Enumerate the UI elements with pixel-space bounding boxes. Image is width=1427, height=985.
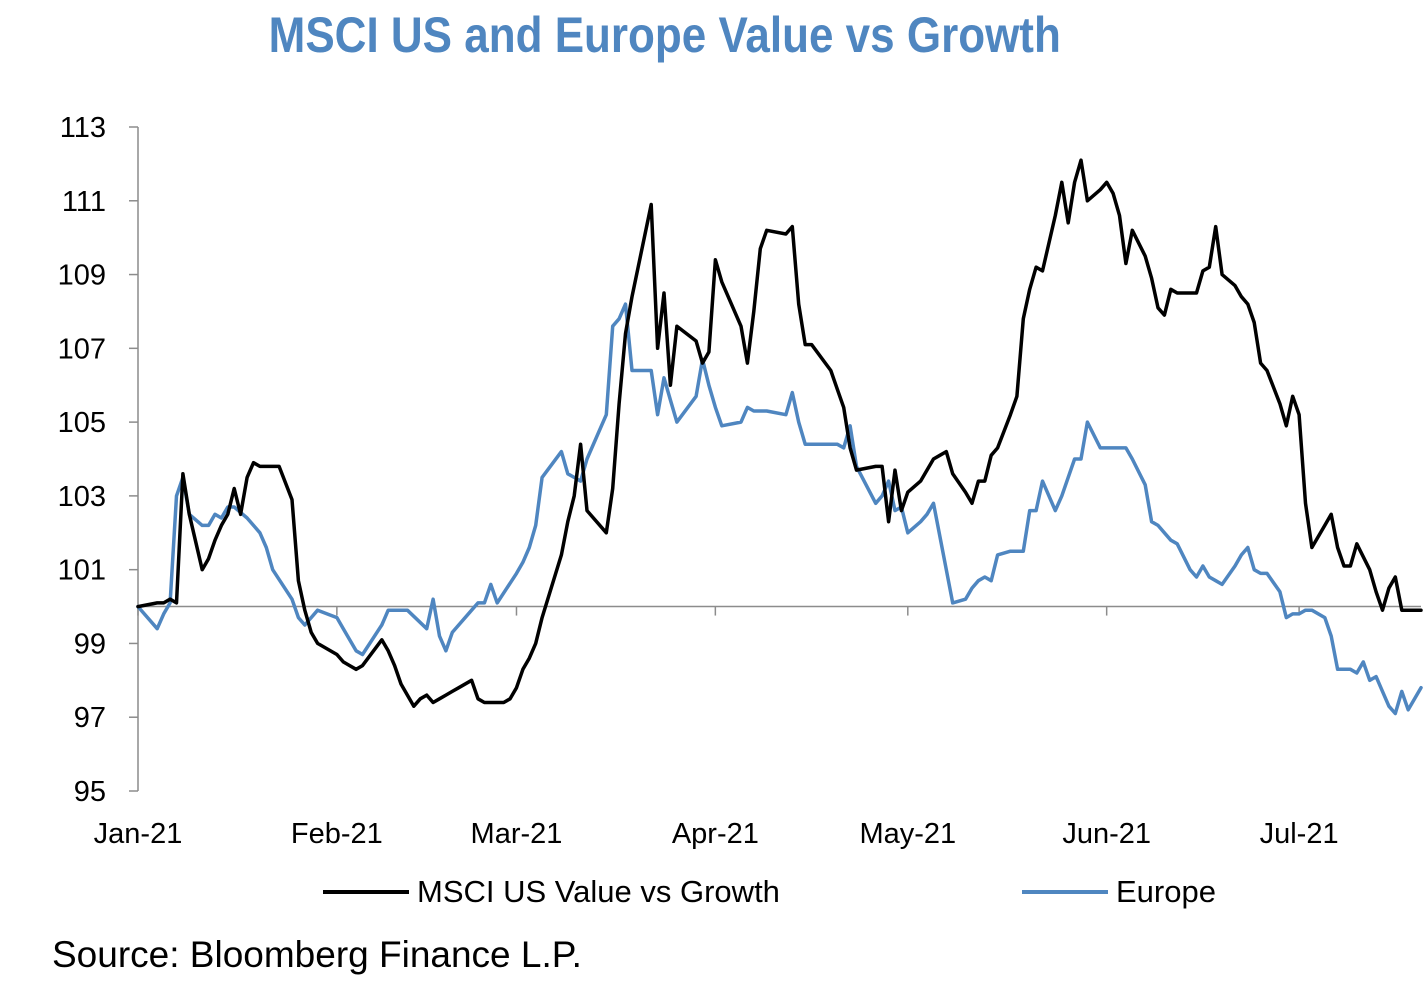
legend-item-us: MSCI US Value vs Growth [323,874,780,910]
y-tick-label: 107 [58,333,106,365]
series-lines [136,158,1423,716]
legend-swatch-europe [1022,890,1108,894]
y-tick-label: 95 [74,776,106,808]
series-line-europe [136,302,1423,716]
y-tick-label: 97 [74,702,106,734]
legend-swatch-us [323,890,409,894]
source-note: Source: Bloomberg Finance L.P. [52,934,582,975]
x-tick-label: Jun-21 [1062,818,1151,850]
x-tick-label: Jul-21 [1260,818,1339,850]
y-tick-label: 105 [58,407,106,439]
y-tick-label: 113 [60,112,106,144]
legend-label-us: MSCI US Value vs Growth [417,874,780,909]
chart-title: MSCI US and Europe Value vs Growth [268,7,1061,63]
chart-axes: 95 97 99 101 103 105 107 109 111 113 Jan-21 Feb-21 M… [58,112,1339,850]
y-tick-label: 109 [58,260,106,292]
x-tick-label: May-21 [859,818,956,850]
legend-item-europe: Europe [1022,874,1216,910]
y-tick-label: 101 [58,555,106,587]
line-chart: 95 97 99 101 103 105 107 109 111 113 Jan-21 Feb-21 M… [58,112,1423,850]
x-tick-label: Jan-21 [94,818,183,850]
x-tick-label: Mar-21 [471,818,563,850]
series-line-msci-us [136,158,1423,708]
x-tick-label: Apr-21 [672,818,759,850]
y-tick-label: 99 [74,628,106,660]
legend: MSCI US Value vs Growth Europe [0,872,1427,922]
y-tick-label: 103 [58,481,106,513]
x-tick-label: Feb-21 [291,818,383,850]
legend-label-europe: Europe [1116,874,1216,909]
y-tick-label: 111 [62,186,106,218]
